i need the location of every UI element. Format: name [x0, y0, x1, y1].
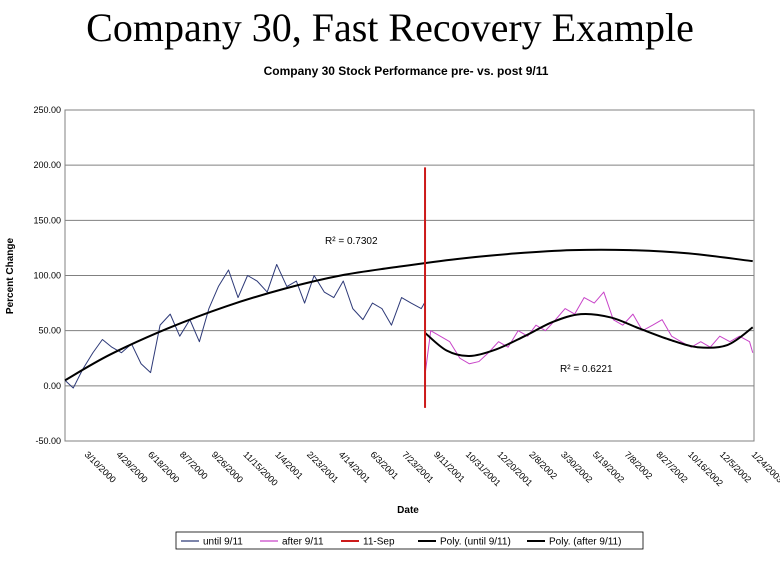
x-tick-label: 2/8/2002 — [527, 449, 559, 481]
legend: until 9/11 after 9/11 11-Sep Poly. (until 9… — [181, 537, 621, 548]
y-tick-label: 250.00 — [33, 105, 61, 115]
legend-label: until 9/11 — [203, 537, 243, 548]
series-until-9-11 — [64, 263, 425, 389]
chart-title: Company 30 Stock Performance pre- vs. po… — [264, 64, 549, 78]
gridlines — [65, 109, 754, 442]
y-tick-label: -50.00 — [35, 436, 61, 446]
y-tick-label: 0.00 — [43, 381, 61, 391]
x-tick-label: 9/26/2000 — [210, 449, 245, 484]
legend-label: after 9/11 — [282, 537, 324, 548]
x-tick-label: 7/8/2002 — [623, 449, 655, 481]
x-tick-label: 1/24/2003 — [750, 449, 780, 484]
x-tick-label: 3/10/2000 — [83, 449, 118, 484]
legend-label: Poly. (until 9/11) — [440, 537, 511, 548]
x-tick-label: 2/23/2001 — [305, 449, 340, 484]
x-tick-label: 6/18/2000 — [146, 449, 181, 484]
y-axis-ticks: 250.00 200.00 150.00 100.00 50.00 0.00 -50.00 — [33, 105, 61, 446]
legend-label: Poly. (after 9/11) — [549, 537, 621, 548]
y-tick-label: 100.00 — [33, 271, 61, 281]
x-tick-label: 1/4/2001 — [273, 449, 305, 481]
y-tick-label: 50.00 — [38, 326, 61, 336]
trendline-after-9-11 — [424, 312, 754, 358]
x-tick-label: 8/7/2000 — [178, 449, 210, 481]
legend-box — [175, 531, 644, 550]
r2-until-annotation: R² = 0.7302 — [325, 236, 378, 247]
plot-area — [64, 109, 755, 442]
series-layer — [64, 167, 754, 408]
x-tick-label: 4/14/2001 — [337, 449, 372, 484]
y-tick-label: 150.00 — [33, 215, 61, 225]
x-axis-title: Date — [397, 505, 419, 516]
legend-label: 11-Sep — [363, 537, 395, 548]
series-after-9-11 — [424, 291, 754, 375]
x-tick-label: 8/27/2002 — [654, 449, 689, 484]
trendline-until-9-11 — [64, 248, 753, 382]
x-tick-label: 4/29/2000 — [114, 449, 149, 484]
y-tick-label: 200.00 — [33, 160, 61, 170]
x-tick-label: 6/3/2001 — [368, 449, 400, 481]
x-tick-label: 7/23/2001 — [400, 449, 435, 484]
x-tick-label: 3/30/2002 — [559, 449, 594, 484]
r2-after-annotation: R² = 0.6221 — [560, 364, 613, 375]
y-axis-title: Percent Change — [5, 237, 16, 314]
x-tick-label: 9/11/2001 — [432, 449, 467, 484]
x-tick-label: 5/19/2002 — [591, 449, 626, 484]
slide-title: Company 30, Fast Recovery Example — [86, 5, 694, 50]
